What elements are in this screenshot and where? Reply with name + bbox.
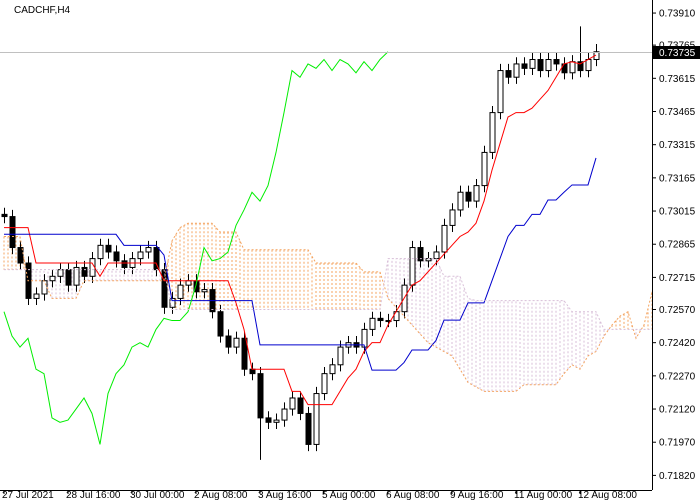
candle-body [49, 275, 56, 282]
y-tick-label: 0.72865 [659, 240, 696, 251]
candle-body [177, 284, 184, 299]
candle-body [529, 59, 536, 69]
y-tick-label: 0.71820 [659, 471, 696, 482]
plot-area [0, 26, 653, 460]
candle-body [329, 364, 336, 375]
candle-body [297, 397, 304, 414]
candle-body [73, 266, 80, 286]
y-tick-label: 0.73615 [659, 74, 696, 85]
candle-body [305, 412, 312, 445]
last-price-box [653, 46, 700, 59]
candle-body [81, 266, 88, 277]
candle-body [153, 247, 160, 271]
candle-body [233, 337, 240, 348]
candle-body [57, 269, 64, 277]
candle-body [433, 251, 440, 260]
candle-body [481, 151, 488, 187]
candle-body [585, 59, 592, 72]
candle-body [145, 247, 152, 253]
candle-body [65, 269, 72, 286]
candle-body [41, 280, 48, 295]
chart-title: CADCHF,H4 [14, 5, 71, 16]
candle-body [225, 335, 232, 348]
candle-body [97, 244, 104, 260]
candle-body [33, 293, 40, 299]
candle-body [465, 191, 472, 202]
y-tick-label: 0.71970 [659, 438, 696, 449]
candle-body [137, 251, 144, 260]
y-tick-label: 0.72420 [659, 338, 696, 349]
candle-body [113, 251, 120, 262]
candle-body [249, 368, 256, 375]
indicator-line [4, 157, 597, 371]
y-tick-label: 0.72120 [659, 405, 696, 416]
cloud-span-line [4, 258, 652, 330]
y-tick-label: 0.73465 [659, 107, 696, 118]
x-tick-label: 3 Aug 16:00 [258, 490, 312, 500]
candle-body [545, 59, 552, 72]
candle-body [185, 280, 192, 286]
y-tick-label: 0.73910 [659, 9, 696, 20]
candle-body [9, 216, 16, 249]
y-tick-label: 0.73015 [659, 207, 696, 218]
y-tick-label: 0.72270 [659, 371, 696, 382]
candle-body [441, 224, 448, 253]
y-tick-label: 0.72715 [659, 273, 696, 284]
last-price-label: 0.73735 [659, 48, 696, 59]
y-tick-label: 0.73165 [659, 173, 696, 184]
x-tick-label: 6 Aug 08:00 [386, 490, 440, 500]
candle-body [161, 269, 168, 308]
x-tick-label: 27 Jul 2021 [2, 490, 54, 500]
candle-body [457, 191, 464, 211]
candle-body [553, 59, 560, 65]
candle-body [265, 417, 272, 423]
x-tick-label: 12 Aug 08:00 [578, 490, 637, 500]
candle-body [449, 209, 456, 226]
candle-body [489, 112, 496, 153]
candle-body [289, 397, 296, 410]
candle-body [537, 59, 544, 72]
candle-body [217, 311, 224, 337]
x-tick-label: 11 Aug 00:00 [514, 490, 573, 500]
candle-body [201, 289, 208, 293]
candle-body [169, 297, 176, 308]
x-tick-label: 9 Aug 16:00 [450, 490, 504, 500]
candle-body [241, 337, 248, 370]
candle-body [17, 247, 24, 264]
x-tick-label: 5 Aug 00:00 [322, 490, 376, 500]
candle-body [473, 185, 480, 202]
x-tick-label: 30 Jul 00:00 [130, 490, 185, 500]
candle-body [577, 61, 584, 72]
candle-body [377, 317, 384, 322]
candle-body [1, 213, 8, 218]
candle-body [385, 320, 392, 323]
x-tick-label: 2 Aug 08:00 [194, 490, 248, 500]
candle-body [521, 63, 528, 69]
candle-body [417, 247, 424, 262]
candle-body [409, 247, 416, 286]
candle-body [273, 419, 280, 423]
candle-body [337, 346, 344, 366]
indicator-line [4, 54, 597, 406]
x-tick-label: 28 Jul 16:00 [66, 490, 121, 500]
y-tick-label: 0.73315 [659, 140, 696, 151]
candle-body [121, 260, 128, 268]
candle-body [569, 61, 576, 74]
candle-body [321, 373, 328, 395]
candle-body [497, 70, 504, 114]
indicator-line [3, 51, 389, 445]
candle-body [505, 70, 512, 78]
candle-body [281, 408, 288, 421]
y-tick-label: 0.72570 [659, 305, 696, 316]
candle-body [313, 393, 320, 445]
candle-body [257, 373, 264, 419]
candle-body [369, 317, 376, 330]
candle-body [105, 244, 112, 253]
candle-body [513, 63, 520, 78]
